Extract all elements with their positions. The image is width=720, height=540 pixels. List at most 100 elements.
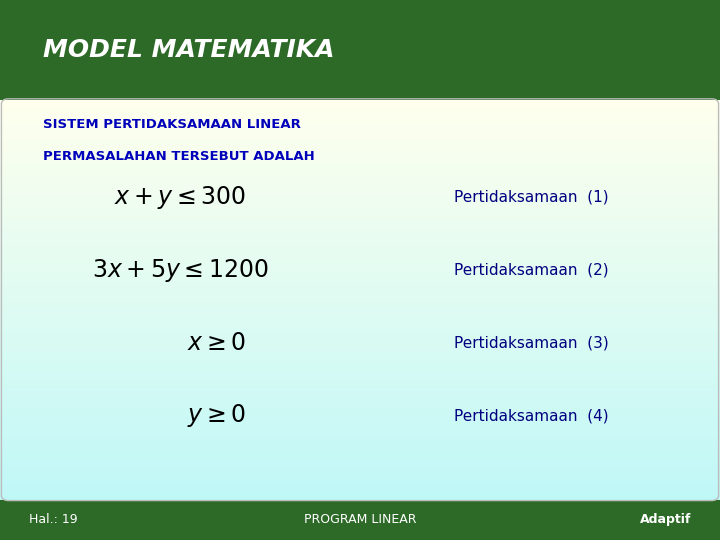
- Bar: [0, 180, 720, 181]
- Bar: [0, 377, 720, 379]
- Bar: [0, 163, 720, 164]
- Bar: [0, 101, 720, 103]
- Bar: [0, 349, 720, 350]
- Bar: [0, 493, 720, 494]
- Bar: [0, 141, 720, 143]
- Bar: [0, 442, 720, 443]
- Bar: [0, 409, 720, 410]
- Bar: [0, 240, 720, 241]
- Bar: [0, 491, 720, 493]
- Bar: [0, 271, 720, 272]
- Bar: [0, 372, 720, 373]
- Bar: [0, 483, 720, 485]
- Bar: [0, 280, 720, 281]
- Bar: [0, 103, 720, 104]
- Bar: [0, 346, 720, 348]
- Bar: [0, 490, 720, 491]
- Bar: [0, 325, 720, 326]
- Bar: [0, 379, 720, 380]
- Bar: [0, 188, 720, 189]
- Bar: [0, 169, 720, 171]
- Bar: [0, 139, 720, 140]
- Bar: [0, 345, 720, 346]
- Bar: [0, 320, 720, 321]
- Bar: [0, 124, 720, 125]
- Bar: [0, 259, 720, 260]
- Bar: [0, 199, 720, 200]
- Bar: [0, 137, 720, 139]
- Bar: [0, 451, 720, 453]
- Bar: [0, 496, 720, 497]
- Bar: [0, 289, 720, 291]
- Bar: [0, 431, 720, 433]
- Bar: [0, 478, 720, 480]
- Bar: [0, 414, 720, 416]
- Bar: [0, 272, 720, 273]
- Bar: [0, 114, 720, 116]
- Bar: [0, 153, 720, 154]
- Bar: [0, 225, 720, 226]
- Bar: [0, 132, 720, 133]
- Bar: [0, 253, 720, 254]
- Bar: [0, 252, 720, 253]
- Bar: [0, 291, 720, 292]
- Bar: [0, 374, 720, 376]
- Bar: [0, 213, 720, 214]
- Bar: [0, 376, 720, 377]
- Bar: [0, 437, 720, 438]
- Bar: [0, 292, 720, 293]
- Bar: [0, 126, 720, 128]
- Bar: [0, 251, 720, 252]
- Bar: [0, 359, 720, 360]
- Bar: [0, 133, 720, 134]
- Bar: [0, 422, 720, 423]
- Bar: [0, 363, 720, 365]
- Bar: [0, 224, 720, 225]
- Bar: [0, 399, 720, 400]
- Bar: [0, 143, 720, 144]
- Bar: [0, 402, 720, 403]
- Bar: [0, 353, 720, 354]
- Bar: [0, 236, 720, 237]
- Bar: [0, 123, 720, 124]
- Bar: [0, 420, 720, 421]
- Bar: [0, 222, 720, 224]
- Bar: [0, 457, 720, 458]
- Bar: [0, 106, 720, 108]
- Bar: [0, 305, 720, 306]
- Bar: [0, 449, 720, 450]
- Bar: [0, 241, 720, 242]
- Bar: [0, 362, 720, 363]
- Text: PROGRAM LINEAR: PROGRAM LINEAR: [304, 513, 416, 526]
- Bar: [0, 262, 720, 264]
- Bar: [0, 286, 720, 288]
- Bar: [0, 237, 720, 239]
- Bar: [0, 403, 720, 405]
- Bar: [0, 330, 720, 332]
- Bar: [0, 0, 720, 100]
- Bar: [0, 148, 720, 149]
- Bar: [0, 244, 720, 245]
- Bar: [0, 348, 720, 349]
- Bar: [0, 266, 720, 268]
- Bar: [0, 494, 720, 496]
- Bar: [0, 176, 720, 177]
- Bar: [0, 279, 720, 280]
- Bar: [0, 111, 720, 112]
- Bar: [0, 216, 720, 217]
- Bar: [0, 430, 720, 431]
- Text: MODEL MATEMATIKA: MODEL MATEMATIKA: [43, 38, 335, 62]
- Bar: [0, 105, 720, 106]
- Bar: [0, 401, 720, 402]
- Bar: [0, 468, 720, 469]
- Bar: [0, 441, 720, 442]
- Bar: [0, 172, 720, 173]
- Bar: [0, 418, 720, 420]
- Bar: [0, 466, 720, 468]
- Bar: [0, 474, 720, 476]
- Bar: [0, 429, 720, 430]
- Bar: [0, 333, 720, 334]
- Bar: [0, 388, 720, 389]
- Bar: [0, 300, 720, 301]
- Bar: [0, 303, 720, 305]
